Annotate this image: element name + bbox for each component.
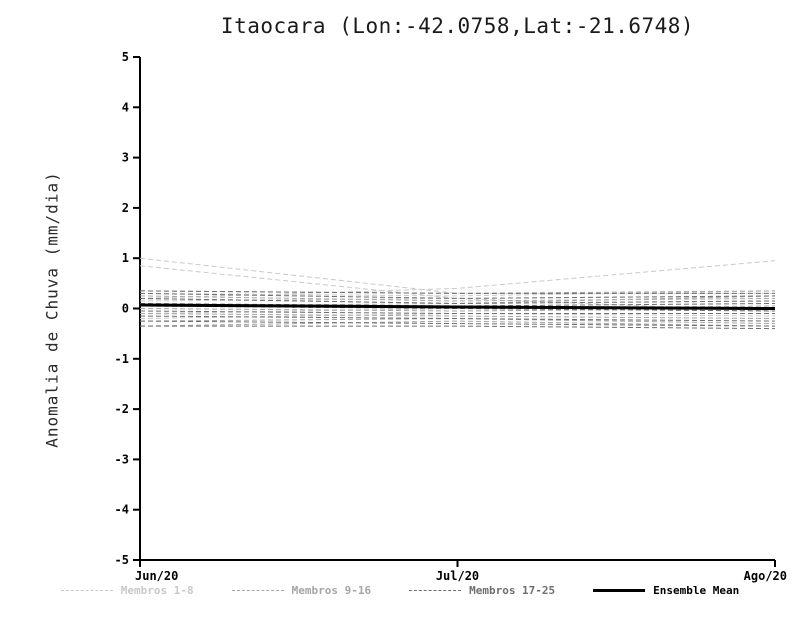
y-tick-label: 4	[122, 100, 129, 114]
legend-swatch	[409, 590, 462, 591]
ensemble-member-line	[139, 292, 776, 299]
y-tick-label: -5	[115, 553, 129, 567]
y-tick-label: 3	[122, 151, 129, 165]
y-tick-label: 5	[122, 50, 129, 64]
legend: Membros 1-8 Membros 9-16 Membros 17-25 Ense…	[0, 584, 800, 597]
ensemble-member-line	[139, 315, 776, 322]
x-tick-label: Jul/20	[436, 569, 479, 583]
legend-item: Membros 17-25	[409, 584, 555, 597]
x-tick-label: Ago/20	[744, 569, 787, 583]
legend-swatch	[593, 589, 646, 592]
y-tick-label: -2	[115, 402, 129, 416]
ensemble-member-line	[139, 318, 776, 325]
ensemble-member-line	[139, 297, 776, 304]
ensemble-member-line	[139, 257, 775, 294]
ensemble-member-line	[139, 310, 775, 315]
y-tick-label: 1	[122, 251, 129, 265]
chart-title: Itaocara (Lon:-42.0758,Lat:-21.6748)	[220, 14, 695, 38]
y-tick-label: -4	[115, 503, 129, 517]
legend-label: Ensemble Mean	[653, 584, 740, 597]
legend-item: Ensemble Mean	[593, 584, 739, 597]
ensemble-member-line	[139, 290, 775, 294]
ensemble-member-line	[139, 313, 776, 320]
y-tick-label: -1	[115, 352, 129, 366]
y-tick-label: 0	[122, 302, 129, 316]
legend-swatch	[231, 590, 284, 591]
x-tick-label: Jun/20	[135, 569, 178, 583]
y-tick-label: -3	[115, 452, 129, 466]
legend-label: Membros 1-8	[120, 584, 194, 597]
legend-label: Membros 17-25	[469, 584, 556, 597]
ensemble-member-line	[139, 320, 776, 327]
ensemble-member-line	[139, 290, 776, 297]
legend-swatch	[60, 590, 113, 591]
legend-item: Membros 9-16	[231, 584, 372, 597]
y-tick-label: 2	[122, 201, 129, 215]
ensemble-mean-line	[139, 303, 776, 310]
legend-label: Membros 9-16	[291, 584, 372, 597]
ensemble-member-line	[139, 320, 776, 327]
ensemble-member-line	[140, 325, 776, 330]
legend-item: Membros 1-8	[60, 584, 194, 597]
ensemble-member-line	[139, 295, 776, 302]
